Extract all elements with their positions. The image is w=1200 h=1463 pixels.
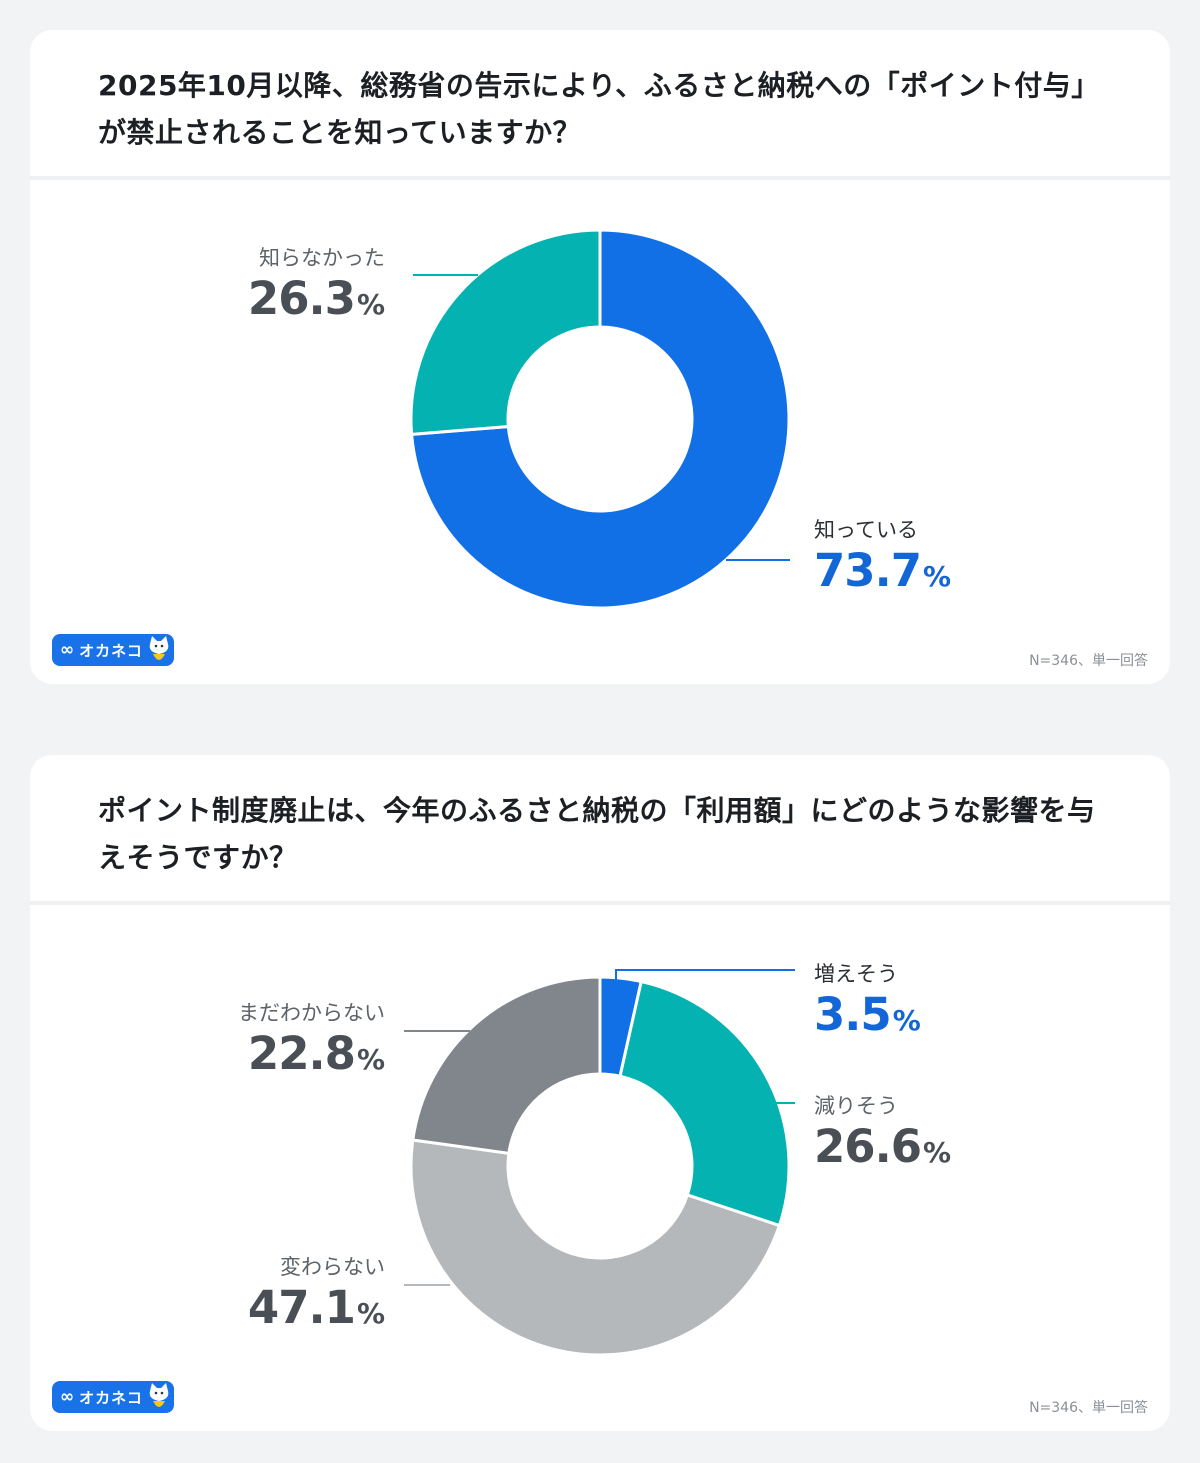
logo-text: オカネコ [79, 1388, 143, 1407]
donut-chart [404, 969, 795, 1357]
percent-sign: % [356, 1043, 385, 1076]
sample-note: N=346、単一回答 [1029, 653, 1148, 669]
slice-label-name: 知っている [814, 518, 918, 542]
logo-infinity: ∞ [60, 640, 75, 660]
cat-mascot-icon [149, 1383, 169, 1407]
label-shitteiru: 知っている 73.7% [814, 515, 951, 603]
slice-label-name: 知らなかった [259, 246, 385, 270]
label-fuesou: 増えそう 3.5% [814, 959, 921, 1047]
slice-label-name: 増えそう [814, 962, 898, 986]
donut-slice [411, 975, 602, 1156]
okaneko-logo: ∞ オカネコ [52, 634, 174, 666]
slice-label-name: 減りそう [814, 1094, 898, 1118]
survey-card-2: ポイント制度廃止は、今年のふるさと納税の「利用額」にどのような影響を与えそうです… [30, 755, 1170, 1431]
label-kawaranai: 変わらない 47.1% [248, 1252, 385, 1340]
logo-text: オカネコ [79, 641, 143, 660]
label-shiranakatta: 知らなかった 26.3% [248, 243, 385, 331]
okaneko-logo: ∞ オカネコ [52, 1381, 174, 1413]
slice-label-value: 26.3 [247, 272, 356, 325]
cat-mascot-icon [149, 636, 169, 660]
donut-chart [409, 228, 791, 610]
slice-label-name: 変わらない [280, 1255, 385, 1279]
slice-label-value: 73.7 [814, 544, 922, 597]
slice-label-value: 3.5 [814, 988, 892, 1041]
donut-slice [410, 228, 791, 610]
label-herisou: 減りそう 26.6% [814, 1091, 951, 1179]
slice-label-value: 22.8 [247, 1027, 356, 1080]
donut-slice [409, 228, 602, 437]
percent-sign: % [923, 1136, 952, 1169]
survey-card-1: 2025年10月以降、総務省の告示により、ふるさと納税への「ポイント付与」が禁止… [30, 30, 1170, 684]
question-title: ポイント制度廃止は、今年のふるさと納税の「利用額」にどのような影響を与えそうです… [98, 794, 1096, 874]
slice-label-value: 26.6 [814, 1120, 922, 1173]
slice-label-value: 47.1 [247, 1281, 356, 1334]
percent-sign: % [356, 288, 385, 321]
logo-infinity: ∞ [60, 1387, 75, 1407]
sample-note: N=346、単一回答 [1029, 1400, 1148, 1416]
percent-sign: % [892, 1004, 921, 1037]
donut-slice [618, 979, 791, 1228]
slice-label-name: まだわからない [238, 1001, 385, 1025]
percent-sign: % [923, 560, 952, 593]
label-madawakaranai: まだわからない 22.8% [238, 998, 385, 1086]
leader-line [615, 969, 795, 1001]
donut-slice [409, 1138, 782, 1357]
question-title: 2025年10月以降、総務省の告示により、ふるさと納税への「ポイント付与」が禁止… [98, 69, 1100, 149]
percent-sign: % [356, 1297, 385, 1330]
divider [30, 176, 1170, 180]
divider [30, 901, 1170, 905]
